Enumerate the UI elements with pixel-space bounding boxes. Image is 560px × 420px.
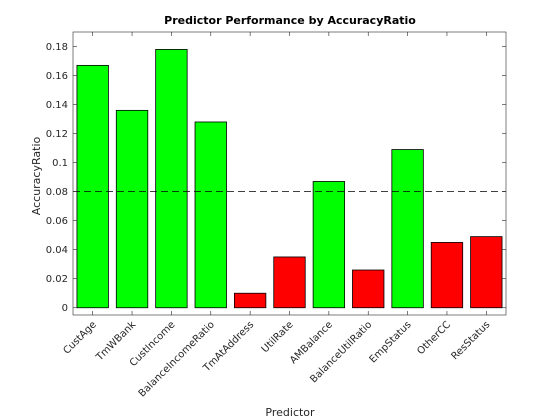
y-tick-label: 0.08 xyxy=(46,187,68,198)
bar-othercc xyxy=(430,242,464,309)
y-tick-label: 0.04 xyxy=(46,245,68,256)
bar-resstatus xyxy=(470,236,503,309)
y-tick-label: 0.02 xyxy=(46,274,68,285)
x-tick-label: CustAge xyxy=(61,319,98,356)
y-tick-label: 0.14 xyxy=(46,100,68,111)
y-tick-label: 0.1 xyxy=(52,158,68,169)
bar-balanceincomeratio xyxy=(194,121,227,309)
x-axis-label: Predictor xyxy=(265,406,315,419)
x-tick-label: OtherCC xyxy=(415,319,453,357)
y-axis-label: AccuracyRatio xyxy=(30,137,43,216)
y-tick-label: 0.12 xyxy=(46,129,68,140)
x-tick-label: UtilRate xyxy=(260,319,296,355)
chart-title: Predictor Performance by AccuracyRatio xyxy=(164,14,416,27)
y-tick-label: 0.06 xyxy=(46,216,68,227)
bar-tmataddress xyxy=(233,292,267,309)
y-tick-label: 0.18 xyxy=(46,42,68,53)
bar-custincome xyxy=(155,49,188,309)
bar-utilrate xyxy=(273,256,306,309)
bar-custage xyxy=(76,64,109,309)
plot-area: 0 0.02 0.04 0.06 0.08 0.1 0.12 0.14 0.16 0.18 Cust… xyxy=(46,31,507,400)
x-tick-label: EmpStatus xyxy=(368,319,414,365)
bar-tmwbank xyxy=(115,109,149,309)
y-tick-label: 0 xyxy=(62,303,68,314)
y-tick-label: 0.16 xyxy=(46,71,68,82)
bar-balanceutilratio xyxy=(352,269,385,309)
bar-ambalance xyxy=(312,181,346,309)
x-tick-label: ResStatus xyxy=(449,319,492,362)
bar-empstatus xyxy=(391,149,424,309)
x-tick-label: BalanceIncomeRatio xyxy=(137,319,217,399)
